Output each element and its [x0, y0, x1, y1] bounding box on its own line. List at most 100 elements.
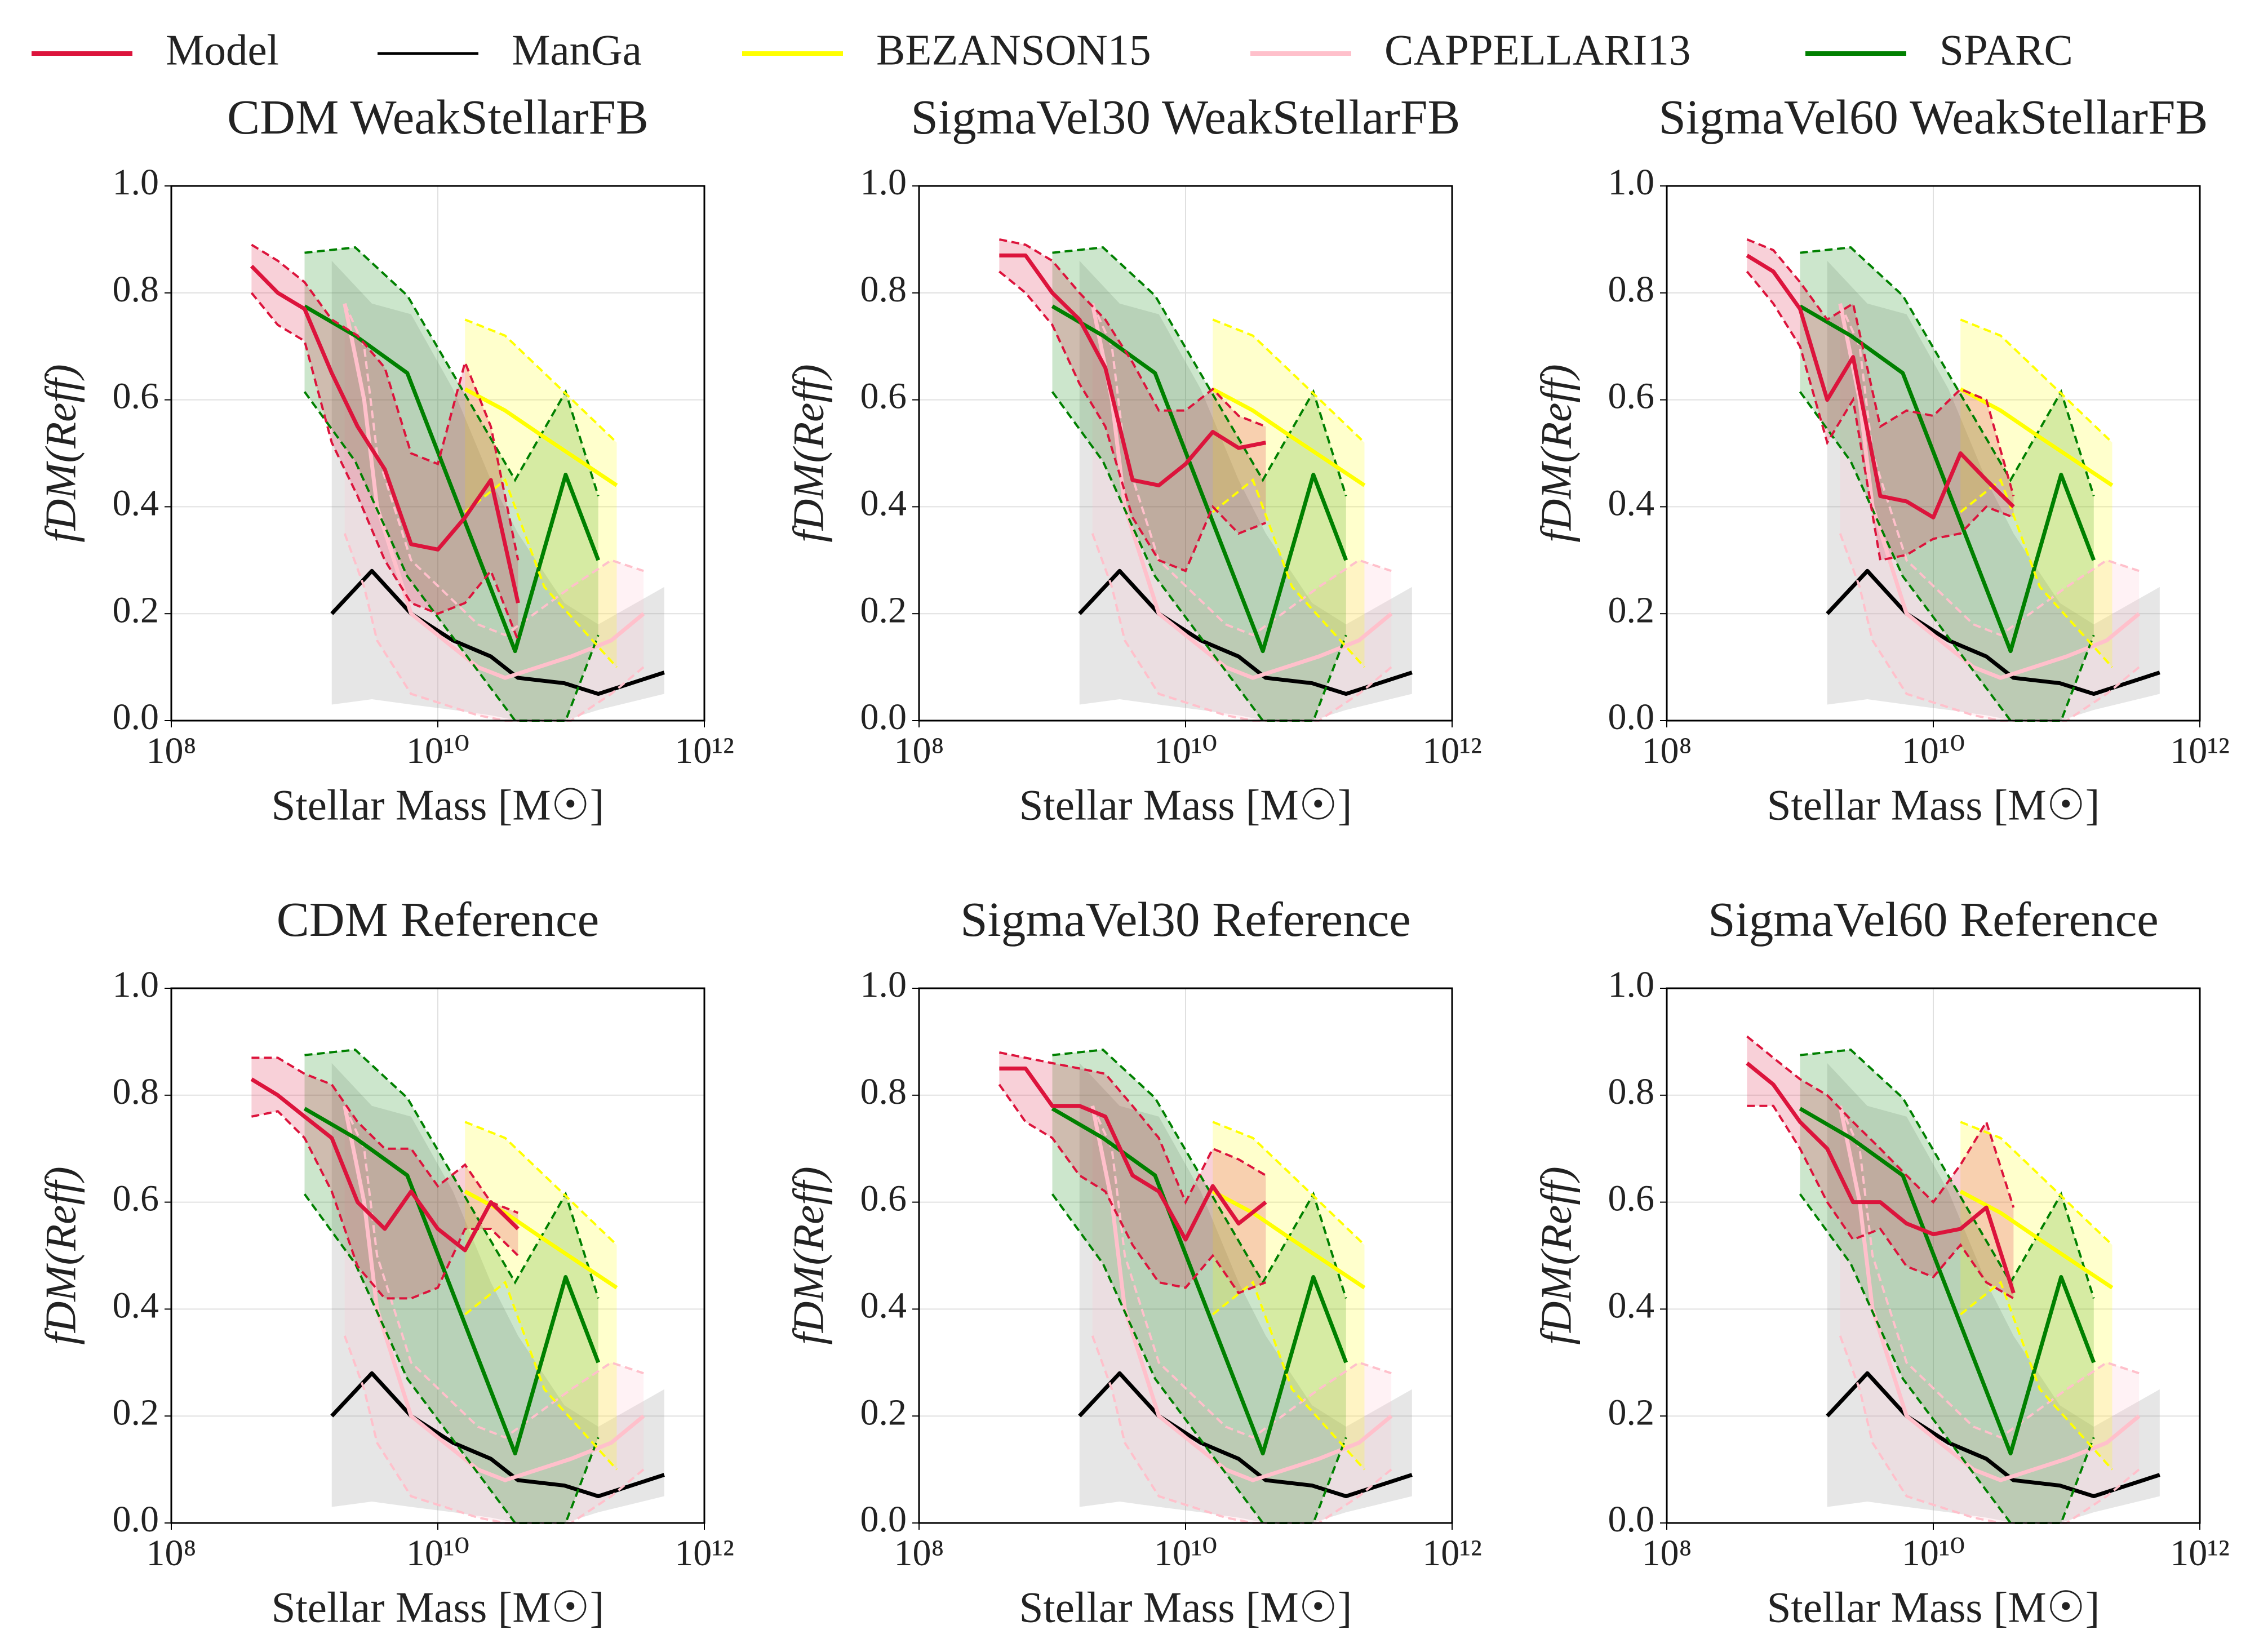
band-edge — [998, 238, 1267, 428]
median-line — [464, 1189, 618, 1290]
band-edge — [1839, 1335, 2140, 1524]
band-edge — [1839, 303, 2140, 637]
x-tick-label: 10⁸ — [1641, 730, 1692, 771]
legend-label: ManGa — [512, 26, 642, 74]
median-line — [1090, 1105, 1393, 1482]
median-line — [1959, 1189, 2114, 1290]
y-tick-label: 0.2 — [1608, 1392, 1655, 1433]
band — [465, 1122, 617, 1470]
x-tick-label: 10¹⁰ — [1154, 730, 1217, 771]
band-edge — [1051, 1193, 1347, 1524]
x-tick-label: 10¹⁰ — [1902, 1533, 1965, 1574]
band-edge — [1091, 1335, 1392, 1524]
band-edge — [1960, 478, 2113, 668]
band — [465, 319, 617, 668]
median-line — [999, 1066, 1267, 1242]
y-tick-label: 0.6 — [860, 1178, 907, 1219]
band-edge — [998, 1051, 1267, 1205]
band-edge — [1212, 478, 1365, 668]
y-tick-label: 0.8 — [113, 269, 159, 310]
band-edge — [1799, 391, 2095, 722]
y-tick-label: 0.6 — [1608, 1178, 1655, 1219]
panel-title: CDM WeakStellarFB — [227, 90, 649, 144]
y-tick-label: 1.0 — [1608, 162, 1655, 203]
x-tick-label: 10¹² — [1422, 730, 1482, 771]
y-tick-label: 0.2 — [1608, 589, 1655, 630]
median-line — [343, 1105, 645, 1482]
band — [1840, 1105, 2140, 1523]
median-line — [1826, 1371, 2160, 1499]
band — [1079, 260, 1412, 721]
band-edge — [343, 533, 645, 722]
y-tick-label: 0.4 — [113, 483, 159, 524]
y-tick-label: 0.0 — [113, 696, 159, 738]
band-edge — [1091, 1105, 1392, 1439]
median-line — [250, 1077, 520, 1253]
band-edge — [1746, 1035, 2015, 1208]
band-edge — [343, 1105, 644, 1439]
legend-label: Model — [166, 26, 279, 74]
x-tick-label: 10¹⁰ — [406, 730, 469, 771]
band-edge — [1091, 303, 1392, 637]
x-tick-label: 10⁸ — [1641, 1533, 1692, 1574]
y-tick-label: 0.6 — [860, 376, 907, 417]
y-tick-label: 0.6 — [113, 376, 159, 417]
x-axis-label: Stellar Mass [M☉] — [1767, 1583, 2100, 1632]
band-edge — [251, 1110, 519, 1300]
x-axis-label: Stellar Mass [M☉] — [272, 781, 605, 829]
median-line — [999, 253, 1267, 487]
y-tick-label: 0.2 — [860, 589, 907, 630]
band — [1840, 303, 2140, 721]
y-tick-label: 0.8 — [1608, 1071, 1655, 1112]
y-tick-label: 0.6 — [113, 1178, 159, 1219]
panel-title: CDM Reference — [277, 892, 600, 947]
x-tick-label: 10⁸ — [894, 1533, 944, 1574]
plot-frame — [170, 185, 705, 722]
median-line — [330, 1371, 665, 1499]
x-tick-label: 10¹⁰ — [406, 1533, 469, 1574]
y-tick-label: 0.8 — [860, 1071, 907, 1112]
median-line — [250, 264, 520, 603]
band-edge — [303, 391, 600, 722]
band-edge — [251, 1056, 519, 1214]
band-edge — [303, 1193, 600, 1524]
y-tick-label: 0.2 — [113, 589, 159, 630]
x-tick-label: 10¹² — [2170, 1533, 2230, 1574]
y-tick-label: 0.4 — [860, 483, 907, 524]
median-line — [330, 569, 665, 696]
x-tick-label: 10¹² — [674, 1533, 734, 1574]
y-tick-label: 1.0 — [113, 964, 159, 1005]
plot-frame — [1666, 185, 2201, 722]
x-tick-label: 10¹² — [2170, 730, 2230, 771]
median-line — [1211, 387, 1366, 487]
band-edge — [464, 1280, 618, 1471]
median-line — [1799, 1107, 2096, 1456]
median-line — [303, 304, 601, 654]
band-edge — [304, 1049, 600, 1299]
y-tick-label: 0.4 — [1608, 1285, 1655, 1326]
x-tick-label: 10¹⁰ — [1154, 1533, 1217, 1574]
band-edge — [1800, 246, 2095, 497]
plot-frame — [918, 987, 1453, 1524]
y-tick-label: 0.8 — [113, 1071, 159, 1112]
panel-title: SigmaVel60 WeakStellarFB — [1659, 90, 2208, 144]
band-edge — [343, 303, 644, 637]
band-edge — [1960, 1280, 2113, 1471]
band-edge — [998, 1083, 1267, 1295]
y-tick-label: 0.4 — [860, 1285, 907, 1326]
median-line — [1746, 1062, 2016, 1294]
y-tick-label: 0.8 — [860, 269, 907, 310]
band-edge — [250, 292, 520, 641]
median-line — [1838, 303, 2141, 680]
band — [1213, 1122, 1365, 1470]
y-tick-label: 0.4 — [1608, 483, 1655, 524]
y-axis-label: fDM(Reff) — [1532, 1166, 1581, 1344]
median-line — [1078, 569, 1413, 696]
median-line — [1090, 303, 1393, 680]
band — [1960, 1122, 2112, 1470]
y-tick-label: 0.0 — [1608, 1499, 1655, 1540]
median-line — [1799, 304, 2096, 654]
band-edge — [1052, 246, 1347, 497]
band-edge — [998, 270, 1267, 572]
